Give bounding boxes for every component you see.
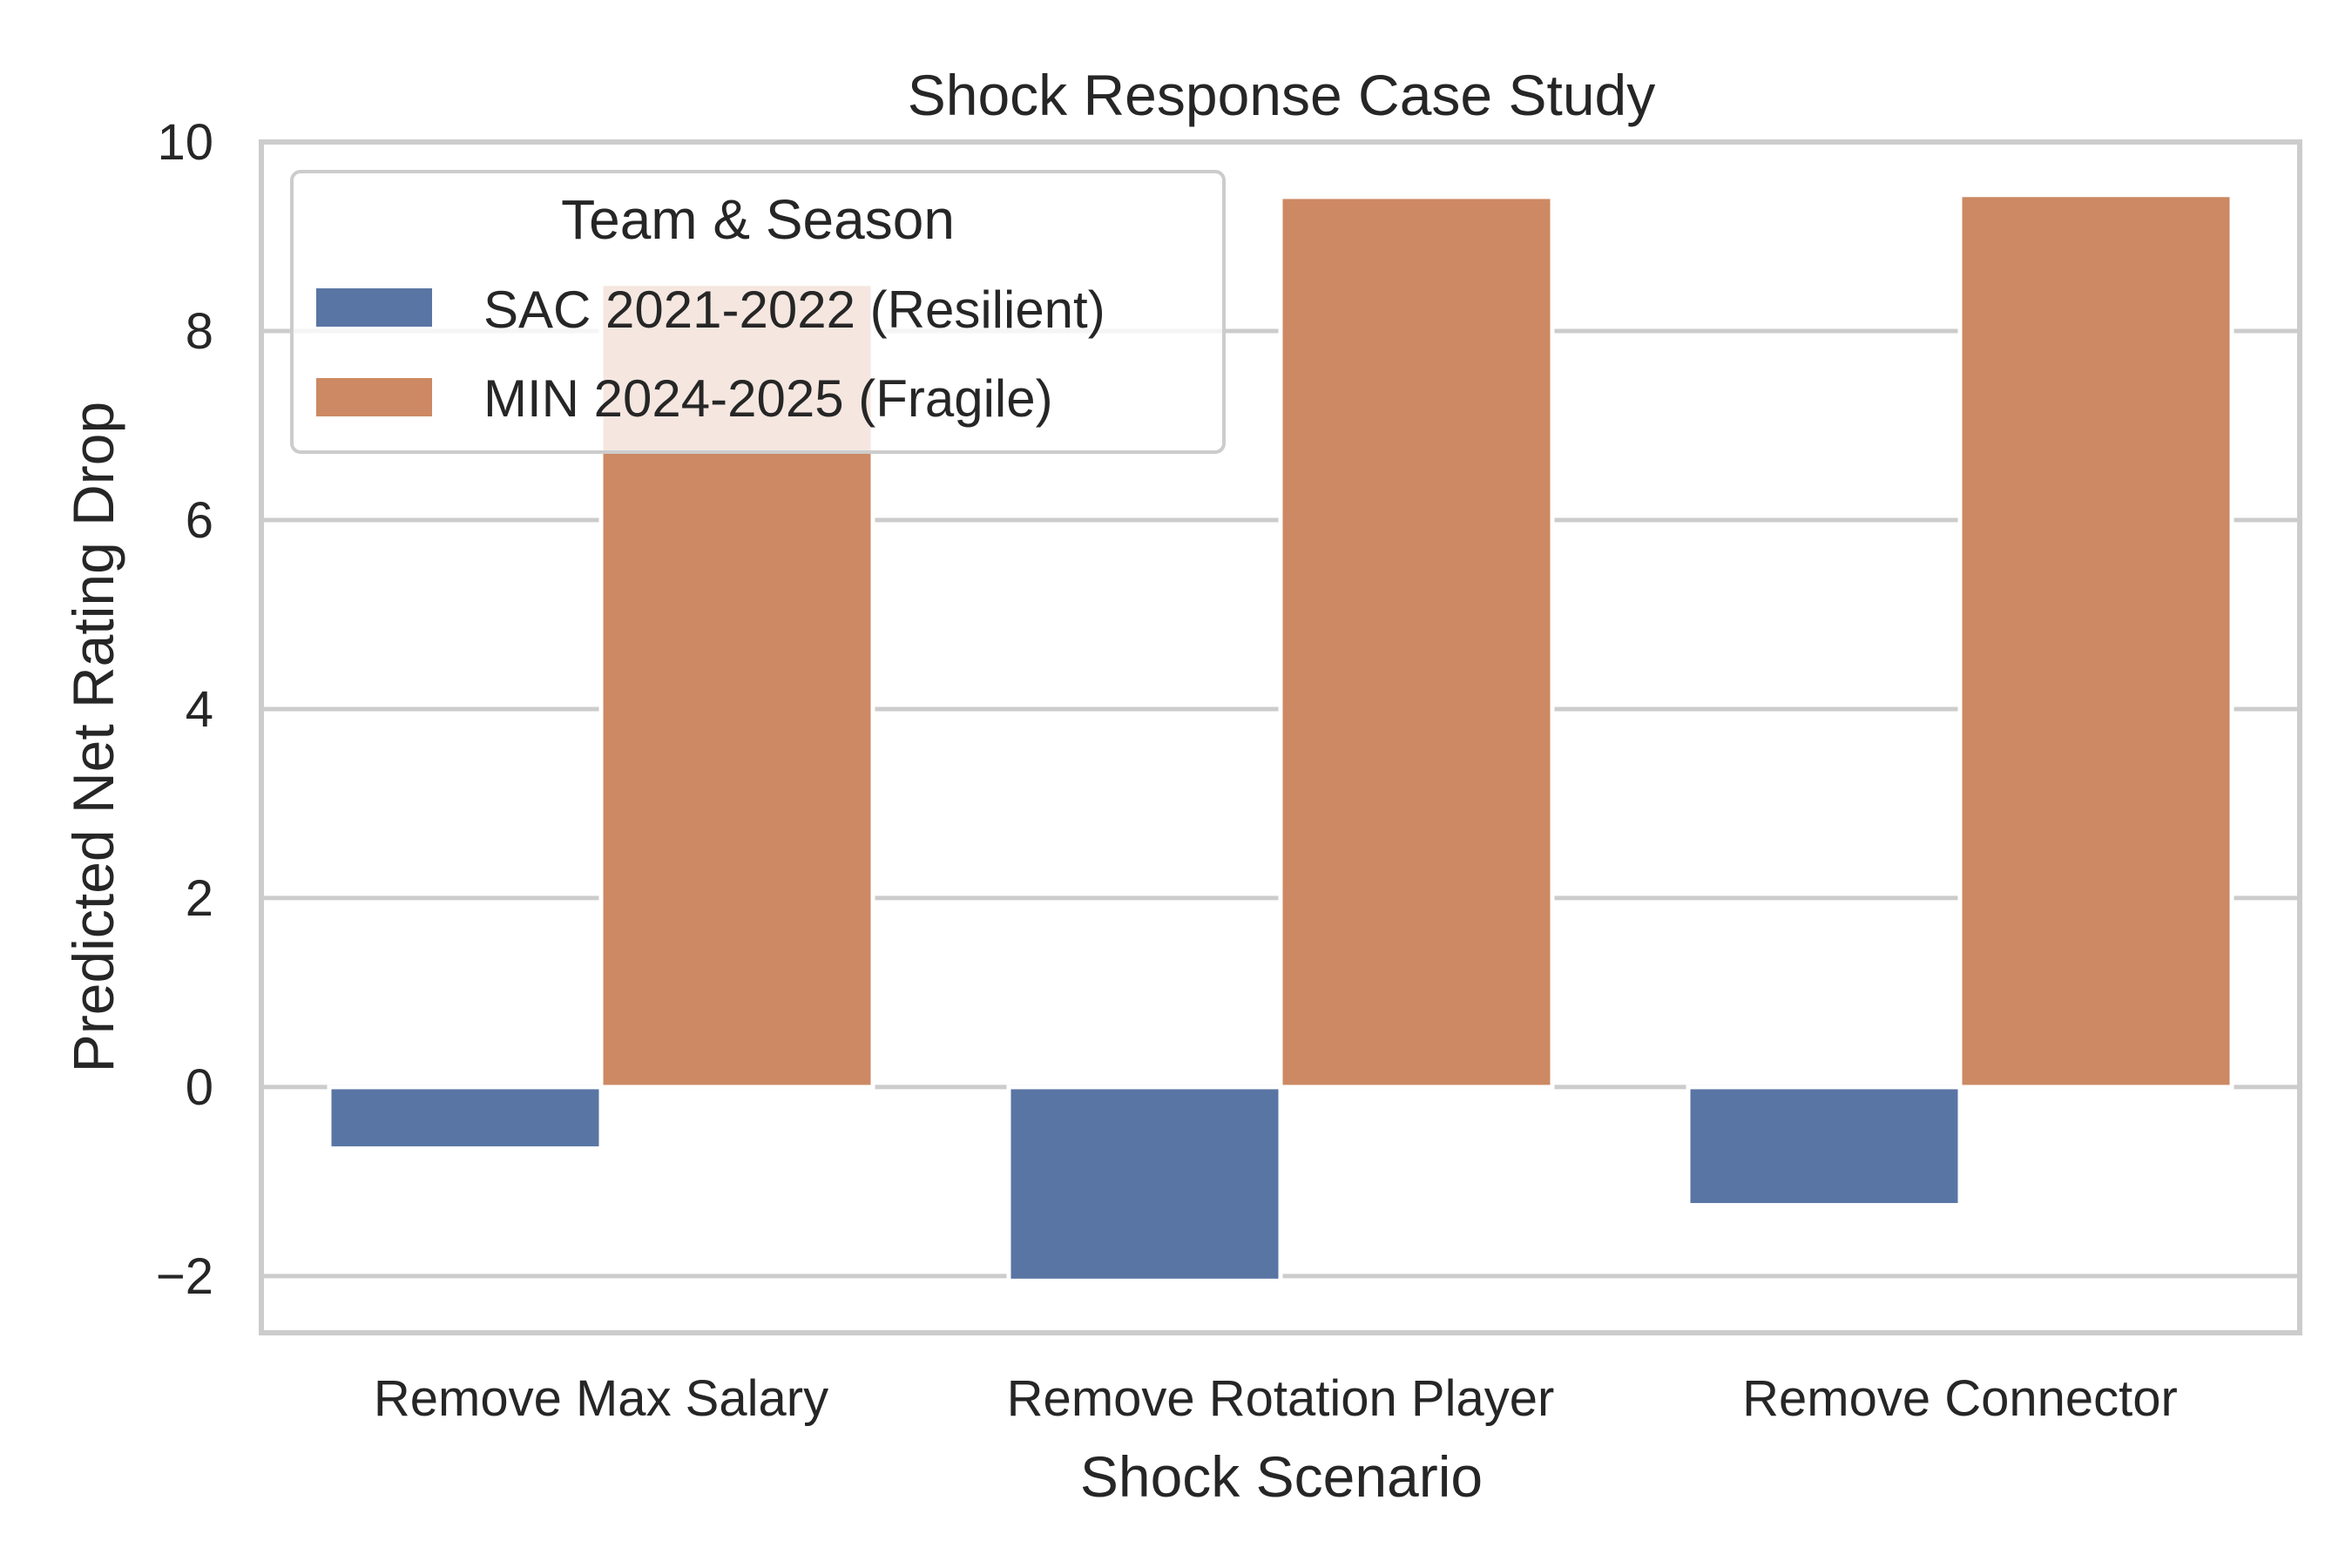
legend: Team & Season SAC 2021-2022 (Resilient) … [290, 170, 1226, 454]
chart-title: Shock Response Case Study [908, 63, 1655, 127]
legend-label-sac: SAC 2021-2022 (Resilient) [483, 280, 1105, 339]
bar-sac-2 [1686, 1085, 1963, 1208]
legend-box [290, 170, 1226, 454]
bar-sac-1 [1006, 1085, 1283, 1283]
x-tick-label: Remove Rotation Player [1007, 1370, 1555, 1427]
bar-min-1 [1278, 194, 1555, 1090]
y-axis-title: Predicted Net Rating Drop [61, 402, 125, 1072]
y-tick-label: 0 [186, 1059, 213, 1116]
legend-title: Team & Season [561, 188, 955, 251]
legend-swatch-sac [316, 288, 432, 327]
y-tick-label: 8 [186, 303, 213, 360]
legend-swatch-min [316, 378, 432, 416]
y-tick-label: 2 [186, 870, 213, 927]
y-tick-labels: −2 0 2 4 6 8 10 [156, 114, 213, 1305]
y-tick-label: 6 [186, 492, 213, 549]
x-tick-labels: Remove Max Salary Remove Rotation Player R… [374, 1370, 2178, 1427]
x-axis-title: Shock Scenario [1080, 1444, 1483, 1509]
x-tick-label: Remove Connector [1742, 1370, 2178, 1427]
x-tick-label: Remove Max Salary [374, 1370, 828, 1427]
y-tick-label: 4 [186, 681, 213, 738]
legend-label-min: MIN 2024-2025 (Fragile) [483, 369, 1053, 428]
bar-min-2 [1957, 193, 2234, 1090]
y-tick-label: −2 [156, 1248, 213, 1305]
bar-sac-0 [327, 1085, 604, 1151]
y-tick-label: 10 [157, 114, 213, 171]
plot-frame [259, 139, 2302, 1335]
